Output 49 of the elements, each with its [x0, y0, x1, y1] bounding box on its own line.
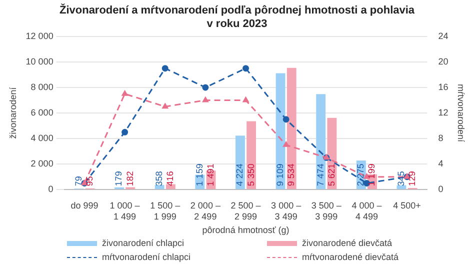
x-tick-label: 1 000 – 1 499 [110, 200, 140, 222]
y2-tick-label: 0 [438, 184, 444, 194]
data-label: 1 199 [366, 164, 377, 186]
y2-tick-label: 16 [438, 82, 448, 92]
data-label: 5 350 [246, 164, 256, 186]
y2-tick-label: 24 [438, 30, 448, 41]
data-label: 7 474 [315, 164, 326, 186]
data-label: 4 224 [234, 164, 245, 186]
y-tick-label: 4 000 [30, 133, 54, 144]
x-tick-label: 1 500 – 1 999 [150, 200, 180, 222]
y-tick-label: 0 [48, 184, 54, 194]
x-tick-label: 4 500+ [393, 200, 421, 210]
y2-tick-label: 12 [438, 107, 448, 118]
x-tick-label: 3 500 – 3 999 [311, 200, 342, 222]
data-label: 79 [73, 176, 84, 186]
y2-tick-label: 20 [438, 56, 448, 66]
x-tick-label: 3 000 – 3 499 [271, 200, 302, 222]
y-tick-label: 8 000 [30, 82, 54, 92]
y-tick-label: 12 000 [26, 30, 54, 41]
x-tick-label: 2 000 – 2 499 [190, 200, 220, 222]
x-tick-label: do 999 [70, 200, 98, 210]
data-label: 2 275 [356, 164, 366, 186]
data-label: 9 109 [275, 164, 286, 186]
data-label: 358 [154, 171, 164, 186]
legend-label: mŕtvonarodení chlapci [102, 252, 191, 262]
data-label: 179 [114, 171, 124, 186]
legend-label: živonarodení chlapci [102, 238, 184, 248]
x-axis-title: pôrodná hmotnosť (g) [202, 225, 290, 236]
legend-label: živonarodené dievčatá [302, 238, 392, 248]
y2-tick-label: 8 [438, 133, 444, 144]
data-label: 416 [165, 171, 176, 186]
data-label: 1 159 [194, 164, 204, 186]
x-tick-label: 4 000 – 4 499 [352, 200, 382, 222]
y-tick-label: 2 000 [30, 158, 54, 169]
data-label: 9 534 [286, 164, 296, 186]
y2-tick-label: 4 [438, 158, 444, 169]
chart-title: Živonarodení a mŕtvonarodení podľa pôrodnej hmotnosti a pohlavia v roku 2023 [59, 4, 416, 30]
data-label: 1 491 [205, 164, 216, 186]
data-label: 345 [396, 171, 406, 186]
y-tick-label: 6 000 [30, 107, 54, 118]
y-axis-title: živonarodení [8, 86, 18, 139]
y-tick-label: 10 000 [26, 56, 54, 66]
data-label: 129 [407, 171, 418, 186]
data-label: 95 [84, 176, 95, 186]
legend-label: mŕtvonarodené dievčatá [302, 252, 399, 262]
data-label: 182 [124, 171, 135, 186]
y2-axis-title: mŕtvonarodení [456, 84, 466, 143]
data-label: 5 621 [326, 164, 336, 186]
x-tick-label: 2 500 – 2 999 [230, 200, 261, 222]
